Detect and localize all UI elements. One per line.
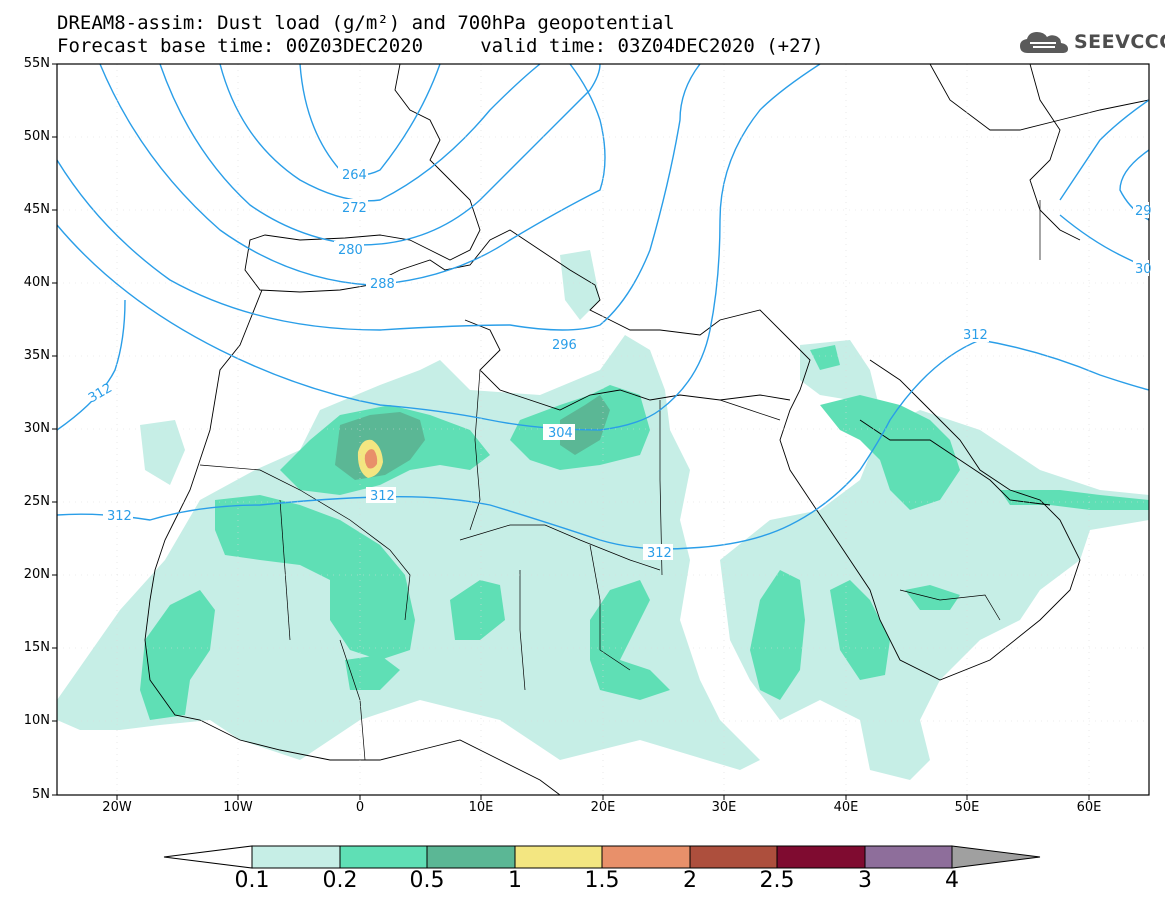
colorbar-tick-label: 4	[945, 868, 959, 893]
contour-label: 312	[963, 328, 988, 343]
colorbar-tick-label: 1	[508, 868, 522, 893]
country-borders	[199, 200, 1041, 761]
contour-label: 264	[342, 168, 367, 183]
colorbar-tick-label: 2	[683, 868, 697, 893]
colorbar-over-arrow	[951, 845, 1041, 869]
colorbar-tick-label: 1.5	[584, 868, 620, 893]
lon-label: 30E	[711, 800, 737, 815]
grid	[57, 64, 1149, 795]
colorbar-box	[689, 845, 778, 869]
map-subtitle: Forecast base time: 00Z03DEC2020 valid t…	[57, 35, 824, 57]
logo-text: SEEVCCC	[1074, 31, 1165, 53]
contour-label: 29	[1135, 204, 1152, 219]
colorbar-box	[776, 845, 866, 869]
contour-label: 288	[370, 277, 395, 292]
lat-label: 10N	[23, 713, 50, 728]
lon-label: 20W	[102, 800, 132, 815]
lon-label: 50E	[954, 800, 980, 815]
colorbar-box	[426, 845, 516, 869]
colorbar-box	[251, 845, 341, 869]
colorbar-tick-label: 0.1	[234, 868, 270, 893]
dust-layer-orange	[364, 449, 378, 469]
colorbar-tick-label: 2.5	[759, 868, 795, 893]
lat-label: 50N	[23, 129, 50, 144]
seevccc-logo: SEEVCCC	[1018, 27, 1165, 57]
contour-label: 312	[107, 509, 132, 524]
lat-label: 15N	[23, 640, 50, 655]
map-title: DREAM8-assim: Dust load (g/m²) and 700hP…	[57, 12, 675, 34]
contour-label: 30	[1135, 262, 1152, 277]
cloud-icon	[1020, 32, 1068, 53]
contour-label: 312	[647, 546, 672, 561]
colorbar-box	[514, 845, 603, 869]
contour-label: 312	[86, 381, 115, 406]
contour-label: 280	[338, 243, 363, 258]
lat-label: 5N	[32, 787, 50, 802]
contour-label: 296	[552, 338, 577, 353]
lat-label: 45N	[23, 202, 50, 217]
colorbar-tick-label: 0.5	[409, 868, 445, 893]
lon-label: 10W	[223, 800, 253, 815]
lon-label: 40E	[833, 800, 859, 815]
contour-label: 272	[342, 201, 367, 216]
colorbar-box	[339, 845, 428, 869]
colorbar-under-arrow	[163, 845, 253, 869]
lat-label: 30N	[23, 421, 50, 436]
dust-layer-medium	[140, 345, 1149, 720]
contour-label: 312	[370, 489, 395, 504]
colorbar-tick-label: 3	[858, 868, 872, 893]
lat-label: 40N	[23, 275, 50, 290]
axis-ticks	[52, 63, 1090, 800]
lon-label: 60E	[1076, 800, 1102, 815]
lat-label: 55N	[23, 56, 50, 71]
coastlines	[144, 64, 1149, 795]
lat-label: 25N	[23, 494, 50, 509]
colorbar-tick-label: 0.2	[322, 868, 358, 893]
lon-label: 10E	[468, 800, 494, 815]
lon-label: 0	[355, 800, 365, 815]
colorbar	[163, 845, 1041, 869]
lat-label: 20N	[23, 567, 50, 582]
lat-label: 35N	[23, 348, 50, 363]
lon-label: 20E	[590, 800, 616, 815]
contour-label: 304	[548, 426, 573, 441]
colorbar-box	[864, 845, 953, 869]
colorbar-box	[601, 845, 691, 869]
